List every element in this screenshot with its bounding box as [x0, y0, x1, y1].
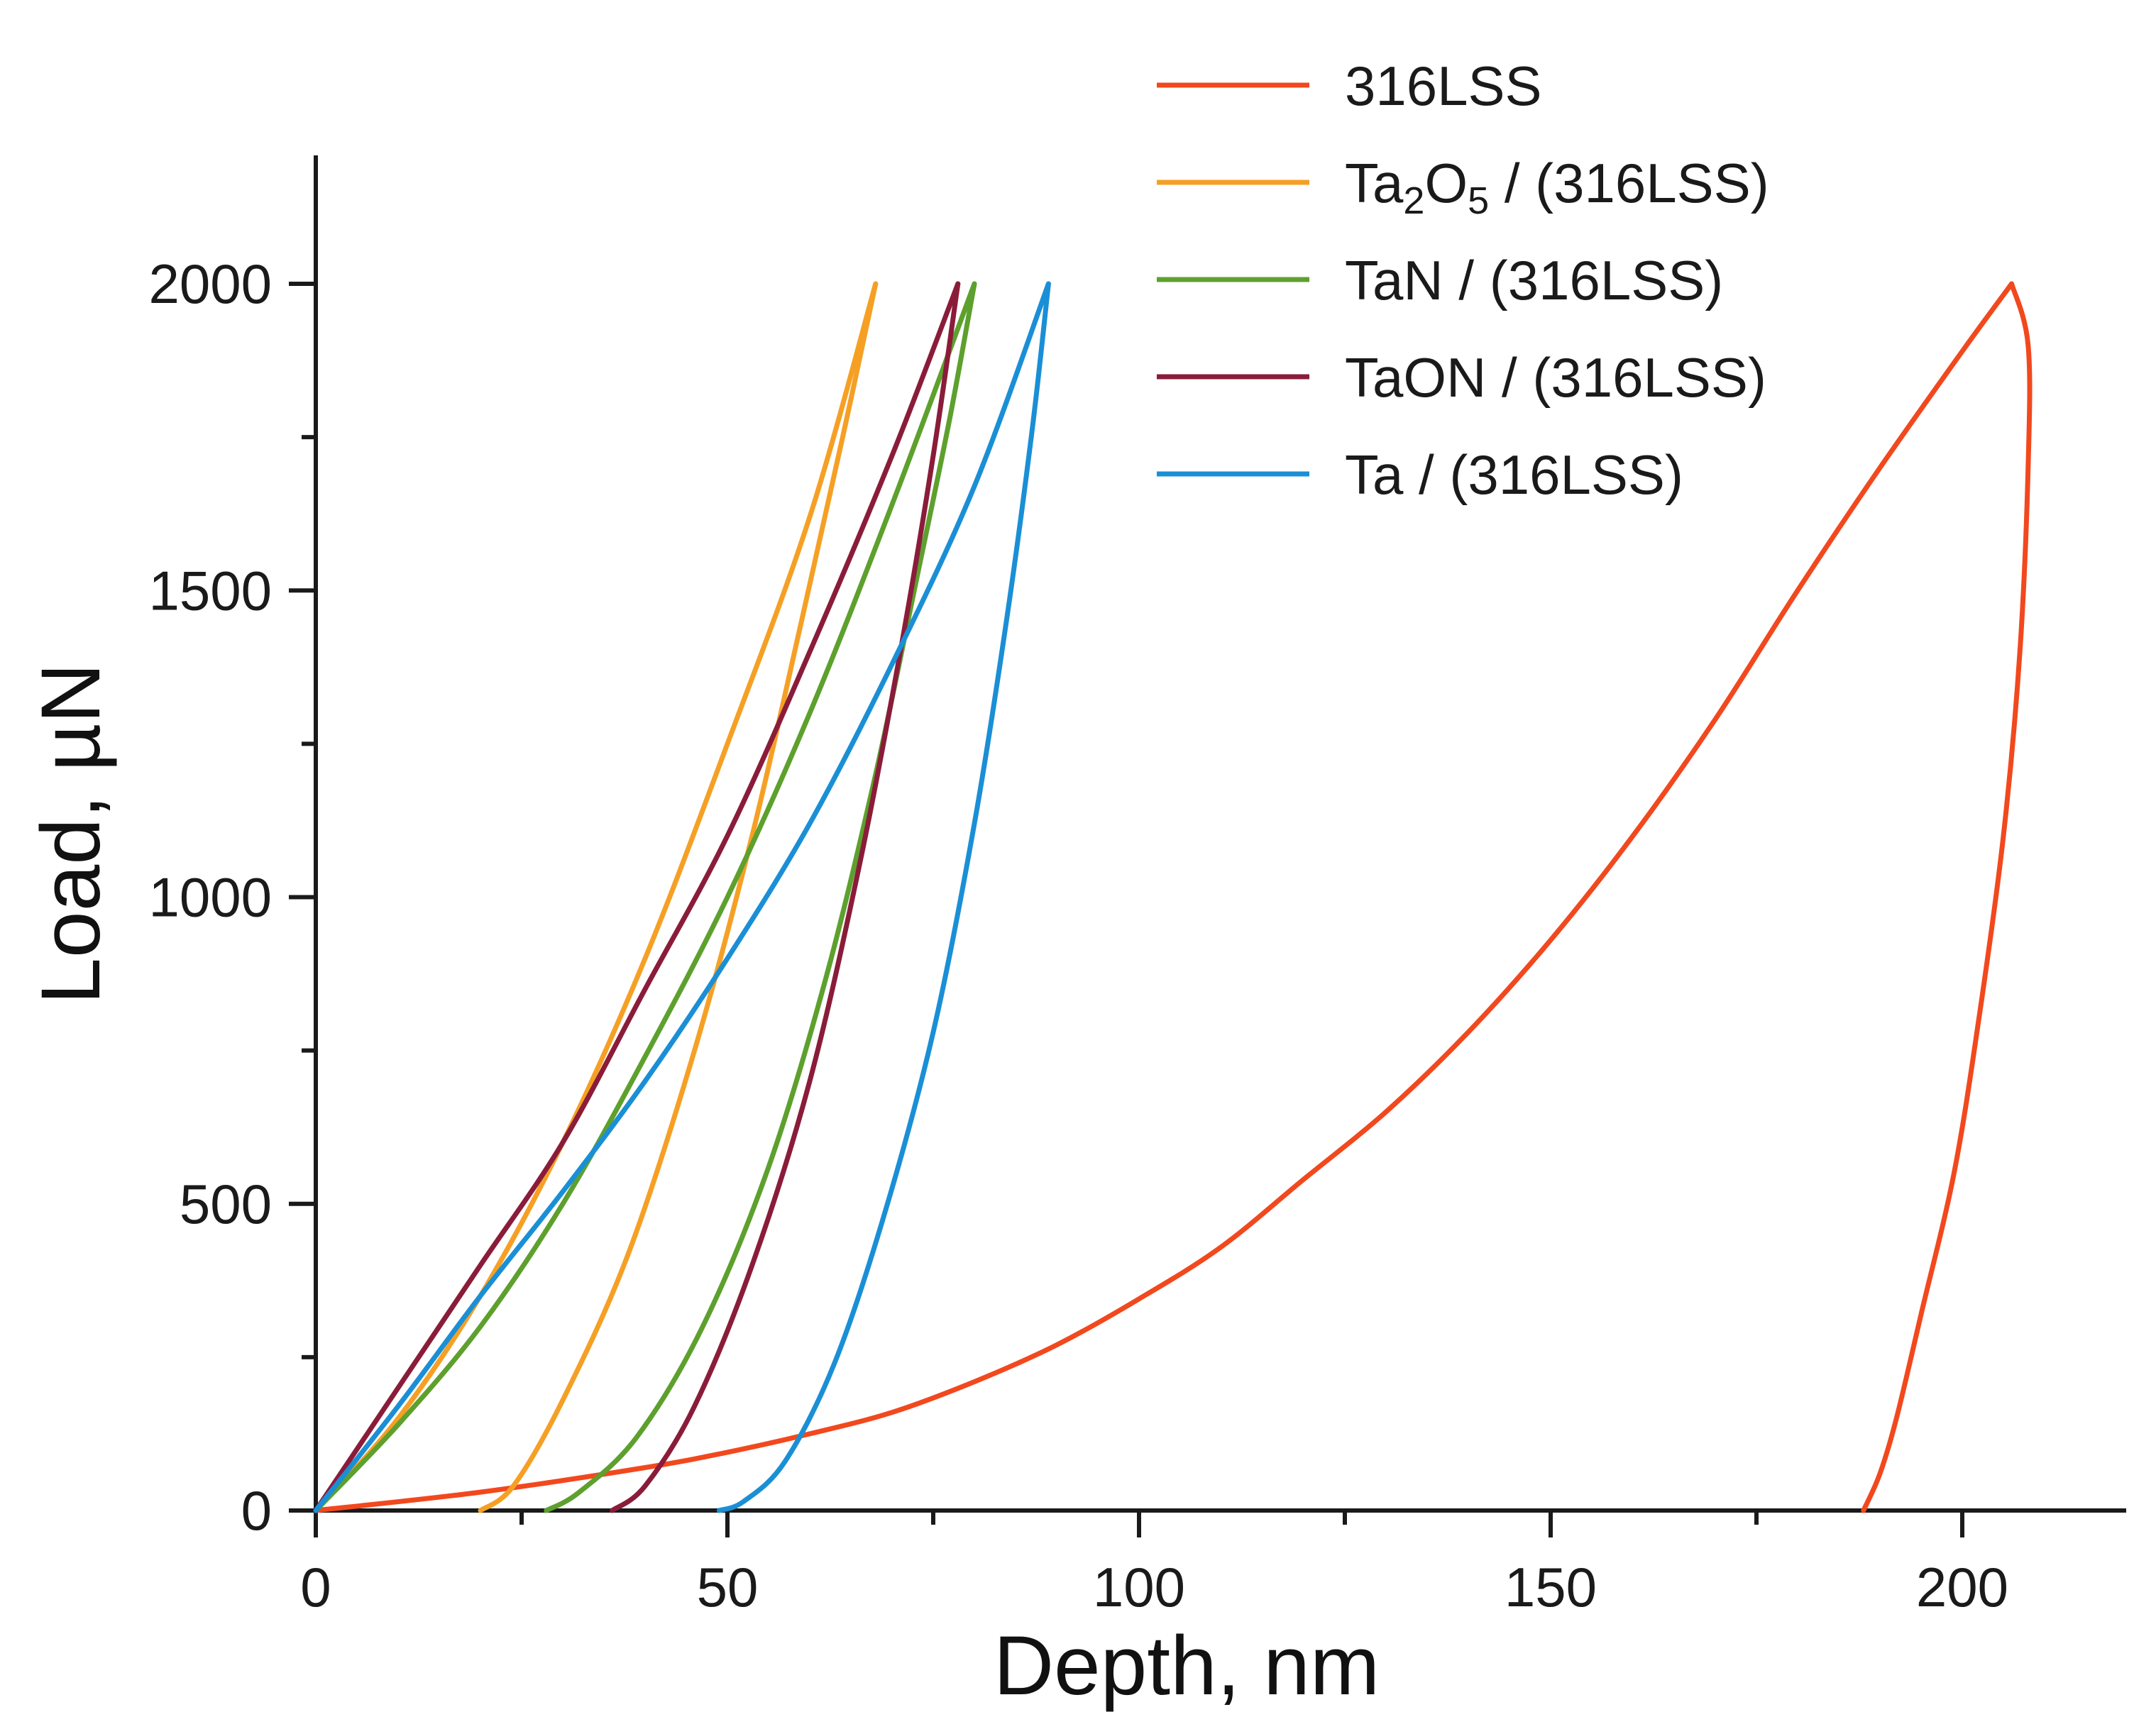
series-ta-316lss-unloading-line — [716, 281, 1051, 1513]
y-tick-label: 2000 — [148, 253, 272, 315]
legend-label-part: 316LSS — [1345, 55, 1542, 117]
series-316lss-loading-line — [313, 281, 2015, 1513]
legend-item-ta-316lss: Ta / (316LSS) — [1157, 443, 1683, 506]
x-tick-label: 0 — [300, 1556, 331, 1618]
legend-label-part: / (316LSS) — [1489, 152, 1769, 214]
series-ta-316lss-loading-line — [313, 281, 1051, 1513]
legend-item-taon-316lss: TaON / (316LSS) — [1157, 346, 1766, 409]
legend-label: Ta / (316LSS) — [1345, 443, 1683, 506]
y-tick-label: 0 — [241, 1479, 272, 1542]
legend-label: Ta2O5 / (316LSS) — [1345, 152, 1769, 222]
x-tick-label: 150 — [1505, 1556, 1597, 1618]
curves — [313, 281, 2033, 1513]
axes — [314, 155, 2126, 1513]
series-ta2o5-316lss-unloading-line — [478, 281, 879, 1513]
legend-label: 316LSS — [1345, 55, 1542, 117]
series-316lss-unloading-line — [1861, 281, 2033, 1513]
x-tick-label: 50 — [697, 1556, 759, 1618]
legend-label-part: Ta / (316LSS) — [1345, 443, 1683, 506]
legend-label-part: 2 — [1403, 180, 1424, 222]
x-tick-label: 100 — [1093, 1556, 1185, 1618]
y-tick-label: 1500 — [148, 559, 272, 622]
legend-label: TaN / (316LSS) — [1345, 249, 1723, 311]
y-tick-label: 500 — [180, 1173, 272, 1235]
series-taon-316lss-loading-line — [313, 281, 961, 1513]
ticks — [289, 282, 1964, 1537]
legend-label: TaON / (316LSS) — [1345, 346, 1766, 409]
series-tan-316lss-unloading-line — [544, 281, 977, 1513]
legend-label-part: Ta — [1345, 152, 1404, 214]
legend-item-316lss: 316LSS — [1157, 55, 1542, 117]
y-tick-label: 1000 — [148, 866, 272, 929]
legend: 316LSS Ta2O5 / (316LSS) TaN / (316LSS) TaON… — [1157, 55, 1769, 506]
series-tan-316lss-loading-line — [313, 281, 977, 1513]
y-axis-title: Load, µN — [24, 663, 118, 1004]
legend-label-part: TaN / (316LSS) — [1345, 249, 1723, 311]
legend-item-tan-316lss: TaN / (316LSS) — [1157, 249, 1723, 311]
series-taon-316lss-unloading-line — [610, 281, 961, 1513]
x-tick-label: 200 — [1916, 1556, 2008, 1618]
legend-item-ta2o5-316lss: Ta2O5 / (316LSS) — [1157, 152, 1769, 222]
legend-label-part: TaON / (316LSS) — [1345, 346, 1766, 409]
legend-label-part: 5 — [1468, 180, 1489, 222]
series-ta2o5-316lss-loading-line — [313, 281, 879, 1513]
x-axis-title: Depth, nm — [994, 1619, 1380, 1713]
legend-label-part: O — [1424, 152, 1468, 214]
